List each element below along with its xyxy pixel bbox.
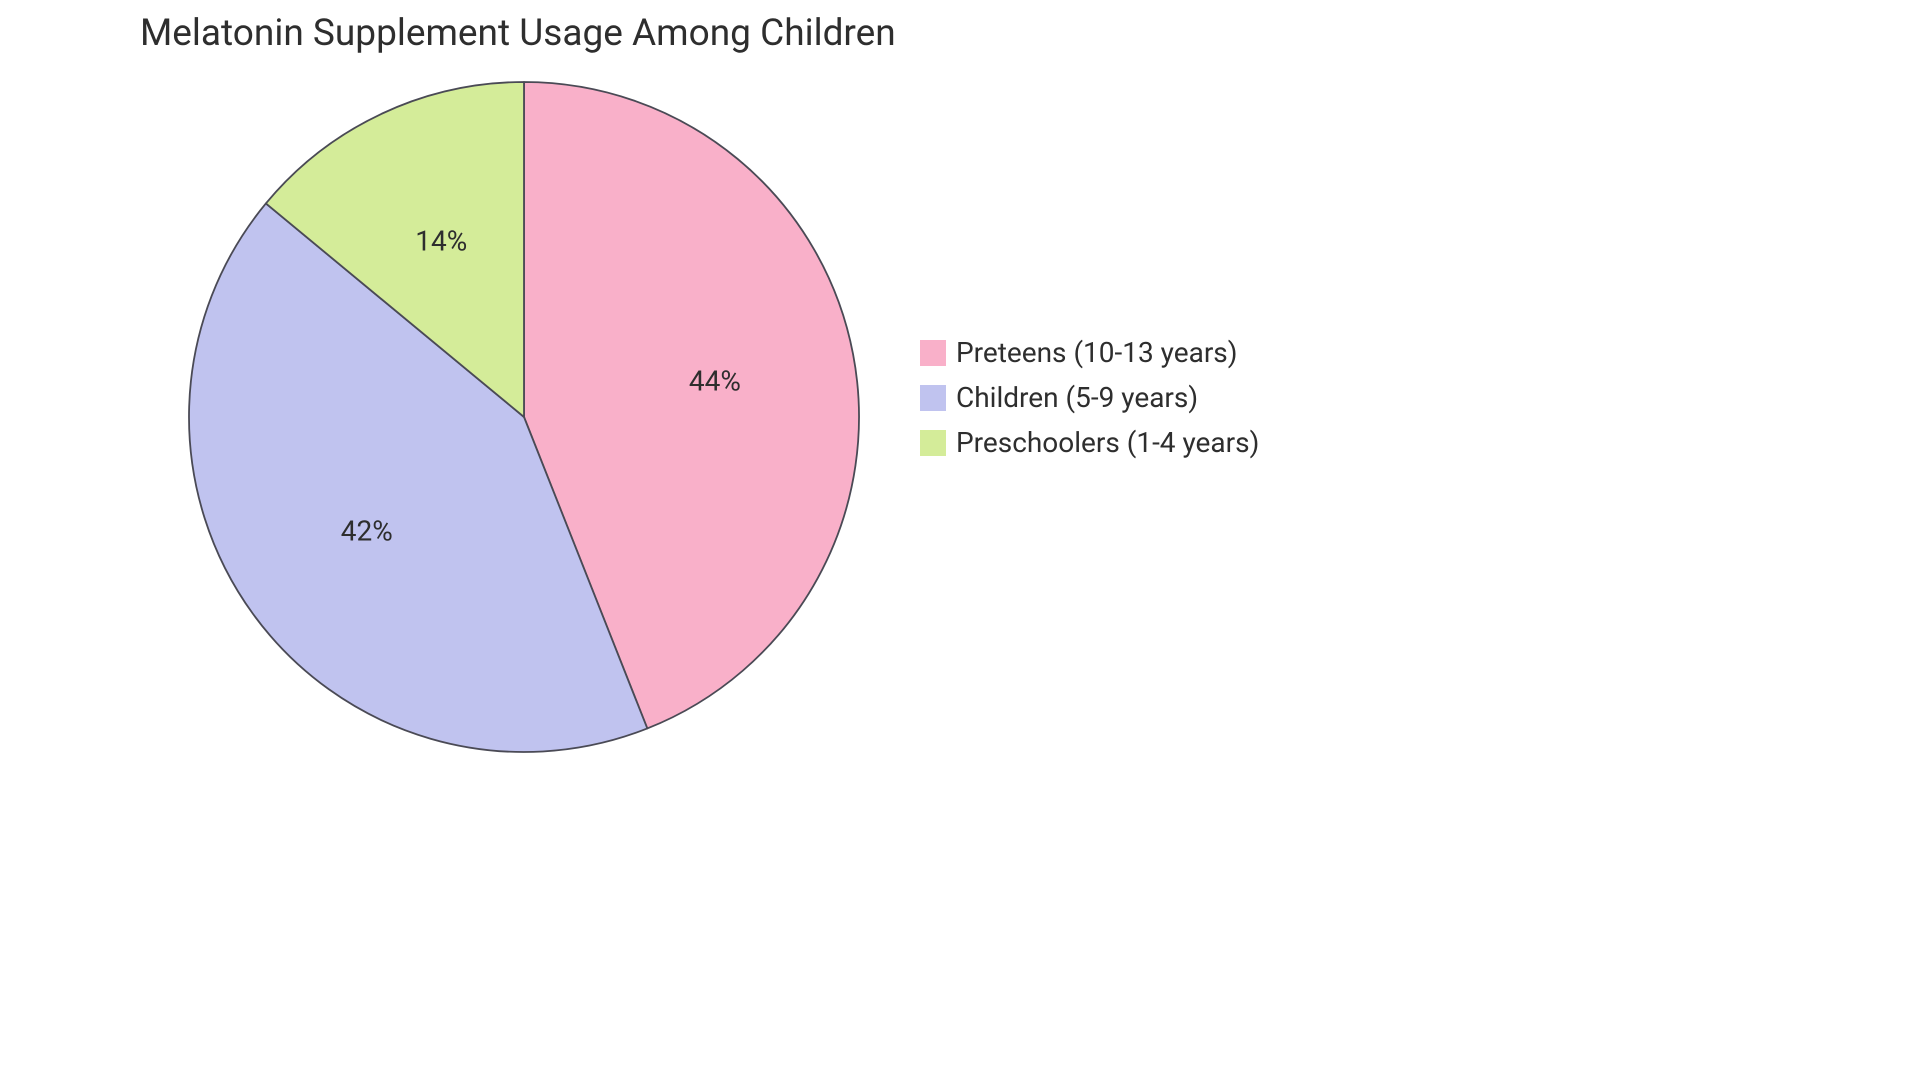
legend: Preteens (10-13 years) Children (5-9 year… — [920, 336, 1259, 459]
pie-chart-container: Melatonin Supplement Usage Among Childre… — [0, 0, 1920, 1080]
slice-percent-label: 14% — [415, 225, 467, 258]
legend-item: Preschoolers (1-4 years) — [920, 426, 1259, 459]
legend-label: Preschoolers (1-4 years) — [956, 426, 1259, 459]
pie-svg — [0, 0, 1920, 1080]
legend-label: Preteens (10-13 years) — [956, 336, 1238, 369]
legend-label: Children (5-9 years) — [956, 381, 1198, 414]
legend-swatch — [920, 340, 946, 366]
legend-item: Preteens (10-13 years) — [920, 336, 1259, 369]
slice-percent-label: 42% — [341, 515, 393, 548]
legend-swatch — [920, 430, 946, 456]
legend-item: Children (5-9 years) — [920, 381, 1259, 414]
slice-percent-label: 44% — [689, 364, 741, 397]
legend-swatch — [920, 385, 946, 411]
